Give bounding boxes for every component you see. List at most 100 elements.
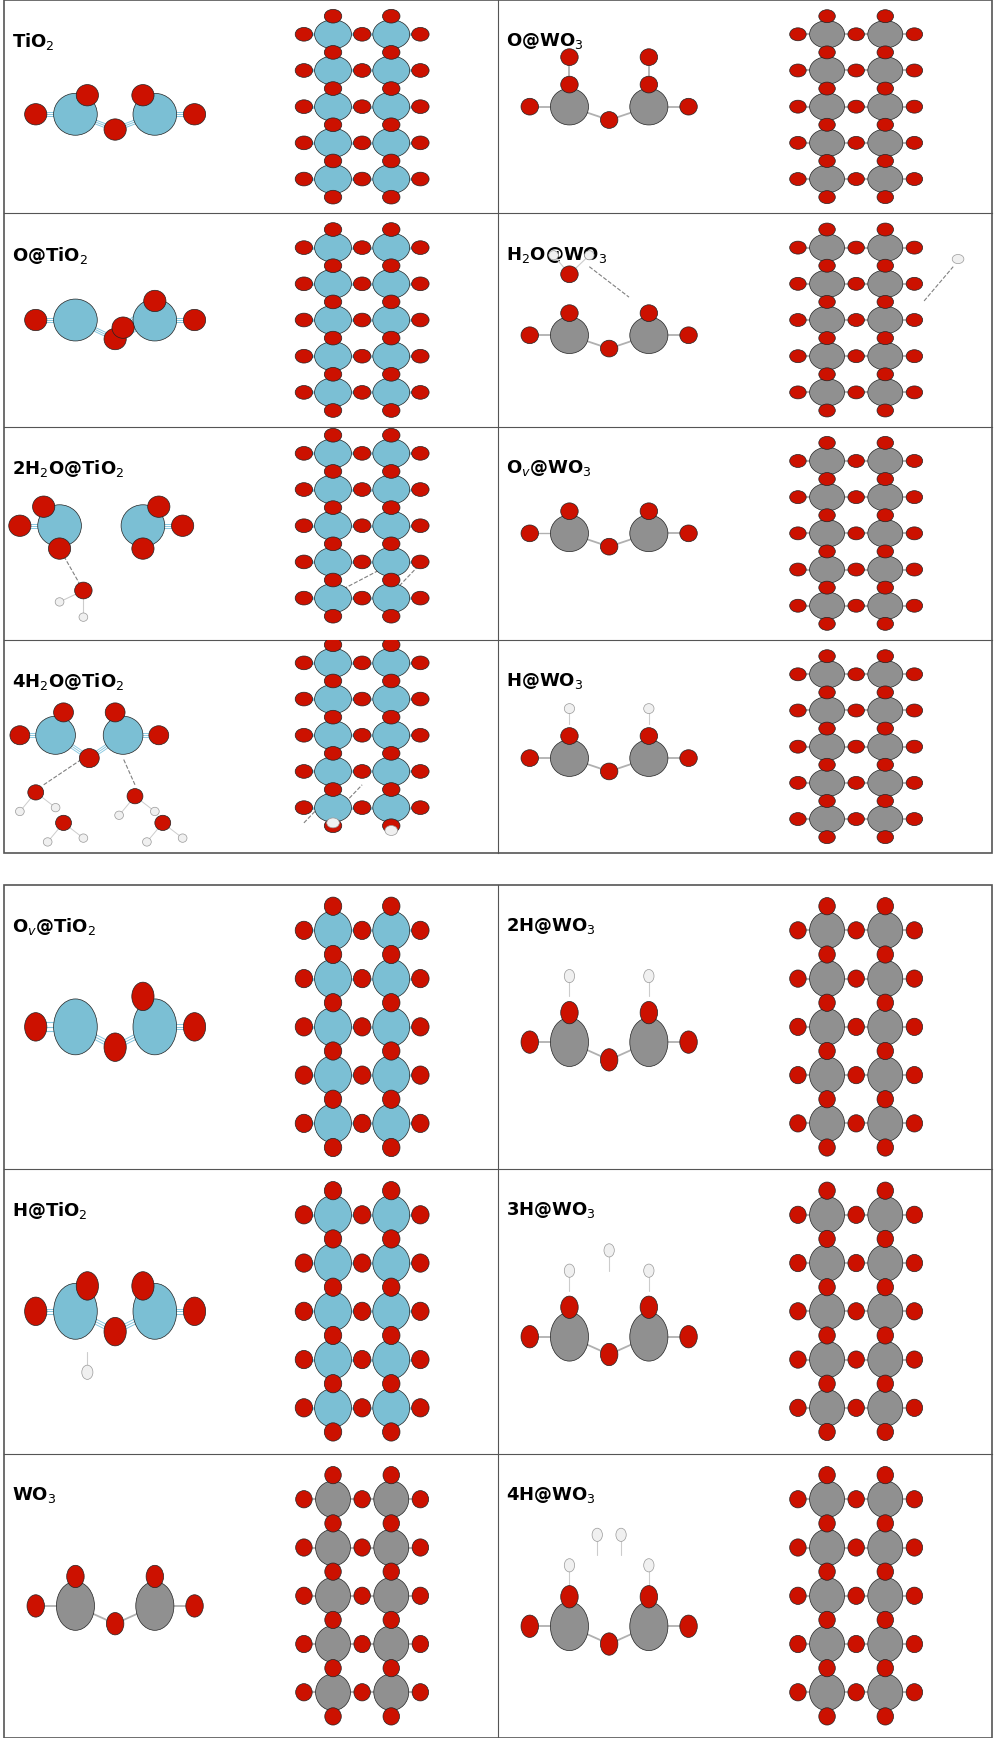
Ellipse shape: [296, 1538, 312, 1556]
Ellipse shape: [412, 1538, 428, 1556]
Ellipse shape: [848, 1538, 865, 1556]
Ellipse shape: [296, 1587, 312, 1604]
Ellipse shape: [373, 685, 409, 714]
Ellipse shape: [325, 897, 342, 916]
Ellipse shape: [315, 1389, 352, 1427]
Ellipse shape: [868, 447, 902, 474]
Ellipse shape: [848, 313, 865, 327]
Ellipse shape: [382, 82, 400, 96]
Ellipse shape: [810, 1008, 845, 1045]
Ellipse shape: [382, 638, 400, 652]
Ellipse shape: [315, 648, 352, 678]
Ellipse shape: [810, 1529, 845, 1566]
Ellipse shape: [10, 726, 30, 746]
Ellipse shape: [296, 1491, 312, 1509]
Ellipse shape: [382, 259, 400, 273]
Ellipse shape: [790, 970, 806, 987]
Text: TiO$_2$: TiO$_2$: [12, 31, 55, 52]
Ellipse shape: [325, 1041, 342, 1060]
Ellipse shape: [382, 1090, 400, 1109]
Ellipse shape: [906, 28, 922, 40]
Ellipse shape: [315, 1104, 352, 1142]
Ellipse shape: [790, 563, 806, 575]
Ellipse shape: [790, 527, 806, 541]
Ellipse shape: [315, 547, 352, 577]
Bar: [4, 0, 992, 853]
Ellipse shape: [810, 770, 845, 796]
Ellipse shape: [810, 269, 845, 297]
Ellipse shape: [316, 1529, 351, 1566]
Ellipse shape: [295, 313, 313, 327]
Ellipse shape: [325, 464, 342, 478]
Ellipse shape: [551, 1312, 589, 1361]
Ellipse shape: [877, 259, 893, 273]
Ellipse shape: [77, 1272, 99, 1300]
Ellipse shape: [868, 1293, 902, 1330]
Ellipse shape: [295, 349, 313, 363]
Ellipse shape: [295, 1302, 313, 1321]
Ellipse shape: [133, 1283, 176, 1340]
Ellipse shape: [906, 704, 922, 718]
Ellipse shape: [906, 813, 922, 826]
Ellipse shape: [810, 1293, 845, 1330]
Ellipse shape: [877, 436, 893, 450]
Ellipse shape: [877, 1279, 893, 1297]
Ellipse shape: [373, 1008, 409, 1046]
Ellipse shape: [383, 1708, 399, 1726]
Ellipse shape: [382, 367, 400, 381]
Ellipse shape: [295, 242, 313, 254]
Ellipse shape: [906, 1067, 922, 1085]
Ellipse shape: [33, 495, 55, 518]
Ellipse shape: [131, 85, 154, 106]
Ellipse shape: [790, 1491, 806, 1509]
Ellipse shape: [643, 970, 654, 982]
Ellipse shape: [133, 999, 176, 1055]
Ellipse shape: [382, 1423, 400, 1441]
Ellipse shape: [411, 99, 429, 113]
Ellipse shape: [315, 129, 352, 158]
Ellipse shape: [354, 276, 371, 290]
Ellipse shape: [150, 806, 159, 815]
Ellipse shape: [819, 259, 836, 273]
Ellipse shape: [295, 64, 313, 76]
Ellipse shape: [790, 1018, 806, 1036]
Ellipse shape: [374, 1529, 408, 1566]
Ellipse shape: [848, 1255, 865, 1272]
Ellipse shape: [354, 1114, 371, 1133]
Ellipse shape: [295, 1350, 313, 1370]
Ellipse shape: [354, 313, 371, 327]
Ellipse shape: [143, 290, 166, 311]
Ellipse shape: [601, 539, 618, 554]
Ellipse shape: [868, 1008, 902, 1045]
Ellipse shape: [868, 1057, 902, 1093]
Ellipse shape: [295, 554, 313, 568]
Ellipse shape: [521, 525, 539, 542]
Ellipse shape: [848, 455, 865, 468]
Ellipse shape: [411, 520, 429, 532]
Ellipse shape: [56, 815, 72, 831]
Ellipse shape: [315, 685, 352, 714]
Ellipse shape: [906, 242, 922, 254]
Ellipse shape: [640, 502, 657, 520]
Ellipse shape: [315, 269, 352, 299]
Ellipse shape: [104, 1317, 126, 1345]
Ellipse shape: [147, 495, 170, 518]
Ellipse shape: [315, 1008, 352, 1046]
Ellipse shape: [906, 136, 922, 149]
Ellipse shape: [354, 1350, 371, 1370]
Ellipse shape: [384, 826, 397, 836]
Ellipse shape: [354, 591, 371, 605]
Ellipse shape: [131, 539, 154, 560]
Ellipse shape: [848, 1067, 865, 1085]
Ellipse shape: [295, 520, 313, 532]
Ellipse shape: [680, 749, 697, 766]
Ellipse shape: [154, 815, 170, 831]
Ellipse shape: [49, 539, 71, 560]
Ellipse shape: [295, 1206, 313, 1224]
Ellipse shape: [411, 728, 429, 742]
Ellipse shape: [354, 1018, 371, 1036]
Ellipse shape: [112, 316, 134, 339]
Ellipse shape: [810, 447, 845, 474]
Ellipse shape: [819, 45, 836, 59]
Ellipse shape: [848, 667, 865, 681]
